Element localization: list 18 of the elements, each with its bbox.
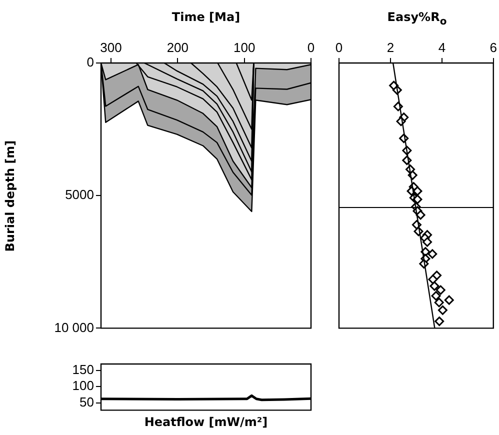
x-axis-title: Heatflow [mW/m²] [143,415,269,429]
x-tick-label: 2 [386,40,394,55]
y-tick-label: 10 000 [54,320,94,335]
y-tick-label: 150 [72,362,94,378]
y-tick-label: 0 [86,54,94,70]
x-tick-label: 0 [335,40,343,55]
x-axis-title: Time [Ma] [170,10,242,24]
x-tick-label: 6 [490,40,497,55]
x-tick-label: 0 [307,40,315,55]
y-tick-label: 100 [72,378,94,394]
x-tick-label: 4 [438,40,446,55]
y-tick-label: 5000 [65,187,94,202]
x-tick-label: 200 [166,40,189,55]
x-tick-label: 300 [100,40,122,55]
x-axis-title: Easy%R$_{o}$ [386,10,448,28]
x-tick-label: 100 [233,40,256,55]
y-tick-label: 50 [80,394,94,410]
y-axis-title: Burial depth [m] [3,139,17,254]
